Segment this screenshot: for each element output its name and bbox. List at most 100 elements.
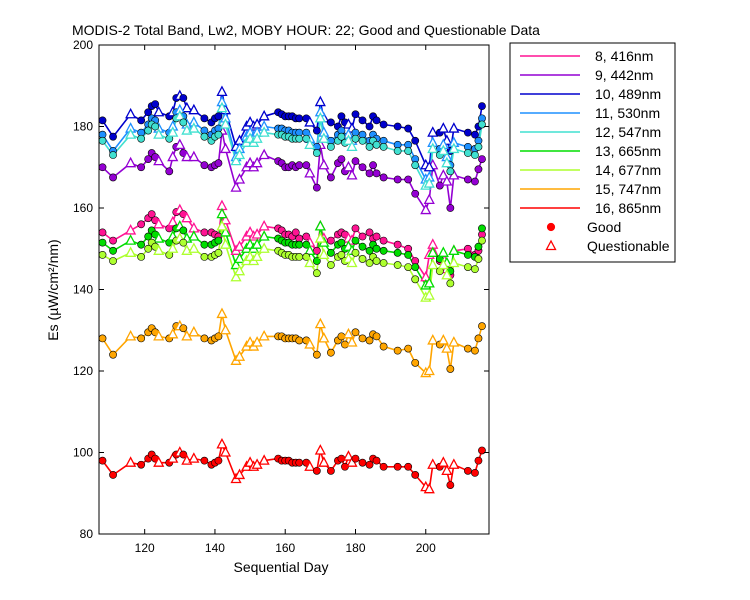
good-point [351, 328, 360, 337]
questionable-point [233, 240, 246, 251]
questionable-point [230, 258, 242, 270]
good-point [358, 116, 367, 125]
good-point [341, 340, 349, 349]
questionable-point [258, 126, 270, 137]
questionable-point [318, 158, 330, 170]
good-point [393, 248, 402, 257]
legend-label: Good [587, 219, 621, 235]
good-point [200, 334, 209, 343]
good-point [365, 122, 374, 131]
good-point [379, 246, 388, 255]
questionable-point [427, 334, 439, 345]
good-point [358, 334, 367, 343]
questionable-point [441, 156, 453, 168]
questionable-point [188, 230, 200, 241]
good-point [411, 263, 420, 271]
good-point [351, 248, 360, 257]
good-point [474, 242, 483, 251]
good-point [137, 116, 146, 125]
good-point [471, 151, 479, 159]
good-point [474, 165, 483, 174]
good-point [372, 169, 381, 178]
x-axis-title: Sequential Day [234, 559, 329, 575]
good-point [295, 161, 304, 170]
good-point [326, 261, 335, 269]
questionable-point [314, 111, 326, 123]
good-point [379, 236, 388, 245]
good-point [411, 471, 420, 479]
questionable-point [304, 338, 316, 349]
y-axis-title: Es (µW/cm²/nm) [45, 239, 61, 340]
questionable-point [153, 232, 165, 243]
good-point [109, 350, 117, 359]
questionable-point [188, 122, 200, 133]
questionable-point [125, 329, 137, 341]
good-point [478, 236, 486, 245]
good-point [464, 149, 472, 157]
questionable-point [125, 246, 137, 257]
good-point [404, 175, 413, 184]
good-point [337, 155, 346, 163]
good-point [393, 462, 402, 471]
good-point [446, 167, 455, 176]
good-point [137, 163, 146, 172]
good-point [358, 136, 367, 145]
good-point [98, 250, 107, 259]
good-point [379, 142, 388, 151]
questionable-point [219, 118, 232, 129]
questionable-point [427, 142, 439, 154]
questionable-point [448, 336, 460, 347]
x-tick-label: 160 [275, 541, 295, 555]
good-point [464, 175, 472, 184]
questionable-point [346, 336, 358, 347]
good-point [137, 220, 146, 229]
good-point [295, 458, 304, 467]
questionable-point [167, 126, 179, 137]
good-point [312, 246, 321, 255]
good-point [295, 240, 304, 249]
good-point [404, 147, 413, 155]
questionable-point [167, 327, 179, 339]
good-point [98, 456, 107, 465]
questionable-point [318, 248, 330, 260]
questionable-point [233, 350, 246, 361]
good-point [151, 100, 160, 108]
questionable-point [219, 238, 232, 249]
good-point [446, 279, 455, 288]
questionable-point [441, 268, 453, 280]
good-point [295, 336, 304, 345]
questionable-point [342, 160, 355, 172]
questionable-point [314, 444, 326, 455]
good-point [326, 348, 335, 357]
good-point [295, 134, 304, 143]
questionable-point [304, 244, 316, 255]
good-point [365, 259, 374, 267]
questionable-point [423, 276, 435, 288]
x-tick-label: 200 [416, 541, 436, 555]
questionable-point [427, 126, 439, 137]
legend-label: 15, 747nm [595, 181, 661, 197]
y-axis: 80 100 120 140 160 180 200 [73, 38, 489, 541]
good-point [214, 130, 223, 139]
good-point [337, 112, 346, 121]
questionable-point [153, 154, 165, 166]
questionable-point [342, 450, 355, 461]
good-point [312, 350, 321, 359]
questionable-point [181, 211, 193, 223]
y-tick-label: 180 [73, 120, 93, 134]
good-point [337, 132, 346, 141]
questionable-point [437, 334, 449, 345]
questionable-point [342, 134, 355, 145]
good-point [109, 173, 117, 182]
questionable-point [423, 364, 435, 376]
good-point [372, 456, 381, 465]
good-point [372, 257, 381, 265]
good-point [393, 122, 402, 131]
good-point [109, 236, 117, 245]
questionable-point [437, 258, 449, 270]
good-point [291, 228, 300, 237]
good-point [474, 142, 483, 151]
good-point [109, 257, 117, 265]
questionable-point [437, 246, 449, 257]
